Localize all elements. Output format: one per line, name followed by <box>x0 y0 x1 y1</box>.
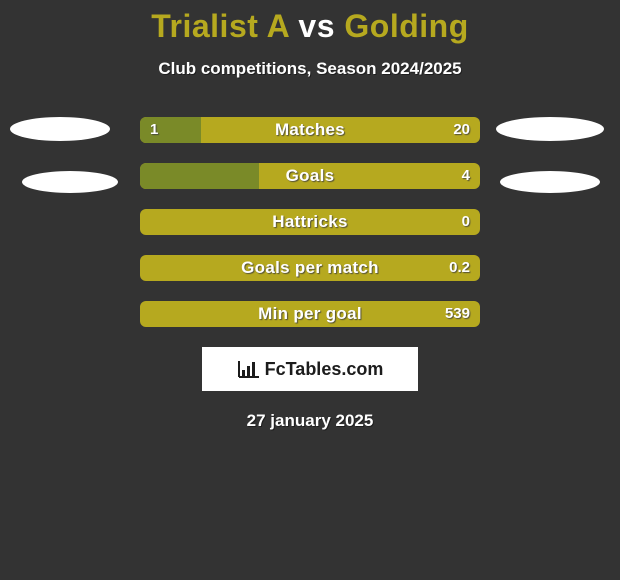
chart-icon <box>237 359 261 379</box>
stat-bar: Hattricks0 <box>140 209 480 235</box>
stat-bar-right-value: 0.2 <box>449 255 470 281</box>
stat-bar-label: Matches <box>140 117 480 143</box>
stat-bar: Matches1 20 <box>140 117 480 143</box>
stat-bar-right-value: 4 <box>462 163 470 189</box>
stat-bar-right-value: 20 <box>453 117 470 143</box>
page-title: Trialist A vs Golding <box>0 8 620 45</box>
decorative-ellipse <box>500 171 600 193</box>
stat-bar-left-value: 1 <box>150 117 158 143</box>
stat-bar-label: Hattricks <box>140 209 480 235</box>
decorative-ellipse <box>496 117 604 141</box>
stat-bar: Min per goal539 <box>140 301 480 327</box>
subtitle: Club competitions, Season 2024/2025 <box>0 59 620 79</box>
date-label: 27 january 2025 <box>0 411 620 431</box>
title-vs: vs <box>298 8 335 44</box>
stat-bar-label: Goals per match <box>140 255 480 281</box>
stat-bar: Goals per match0.2 <box>140 255 480 281</box>
stat-bar-label: Min per goal <box>140 301 480 327</box>
logo: FcTables.com <box>237 359 384 380</box>
decorative-ellipse <box>10 117 110 141</box>
stat-bar-right-value: 539 <box>445 301 470 327</box>
logo-box: FcTables.com <box>202 347 418 391</box>
title-player2: Golding <box>344 8 468 44</box>
comparison-card: Trialist A vs Golding Club competitions,… <box>0 0 620 580</box>
decorative-ellipse <box>22 171 118 193</box>
stat-bar: Goals4 <box>140 163 480 189</box>
logo-text: FcTables.com <box>265 359 384 380</box>
stat-bar-right-value: 0 <box>462 209 470 235</box>
title-player1: Trialist A <box>151 8 289 44</box>
stat-bar-label: Goals <box>140 163 480 189</box>
stats-stage: Matches1 20 Goals4 Hattricks0 Goals per matc… <box>0 117 620 327</box>
stat-bars: Matches1 20 Goals4 Hattricks0 Goals per matc… <box>140 117 480 327</box>
